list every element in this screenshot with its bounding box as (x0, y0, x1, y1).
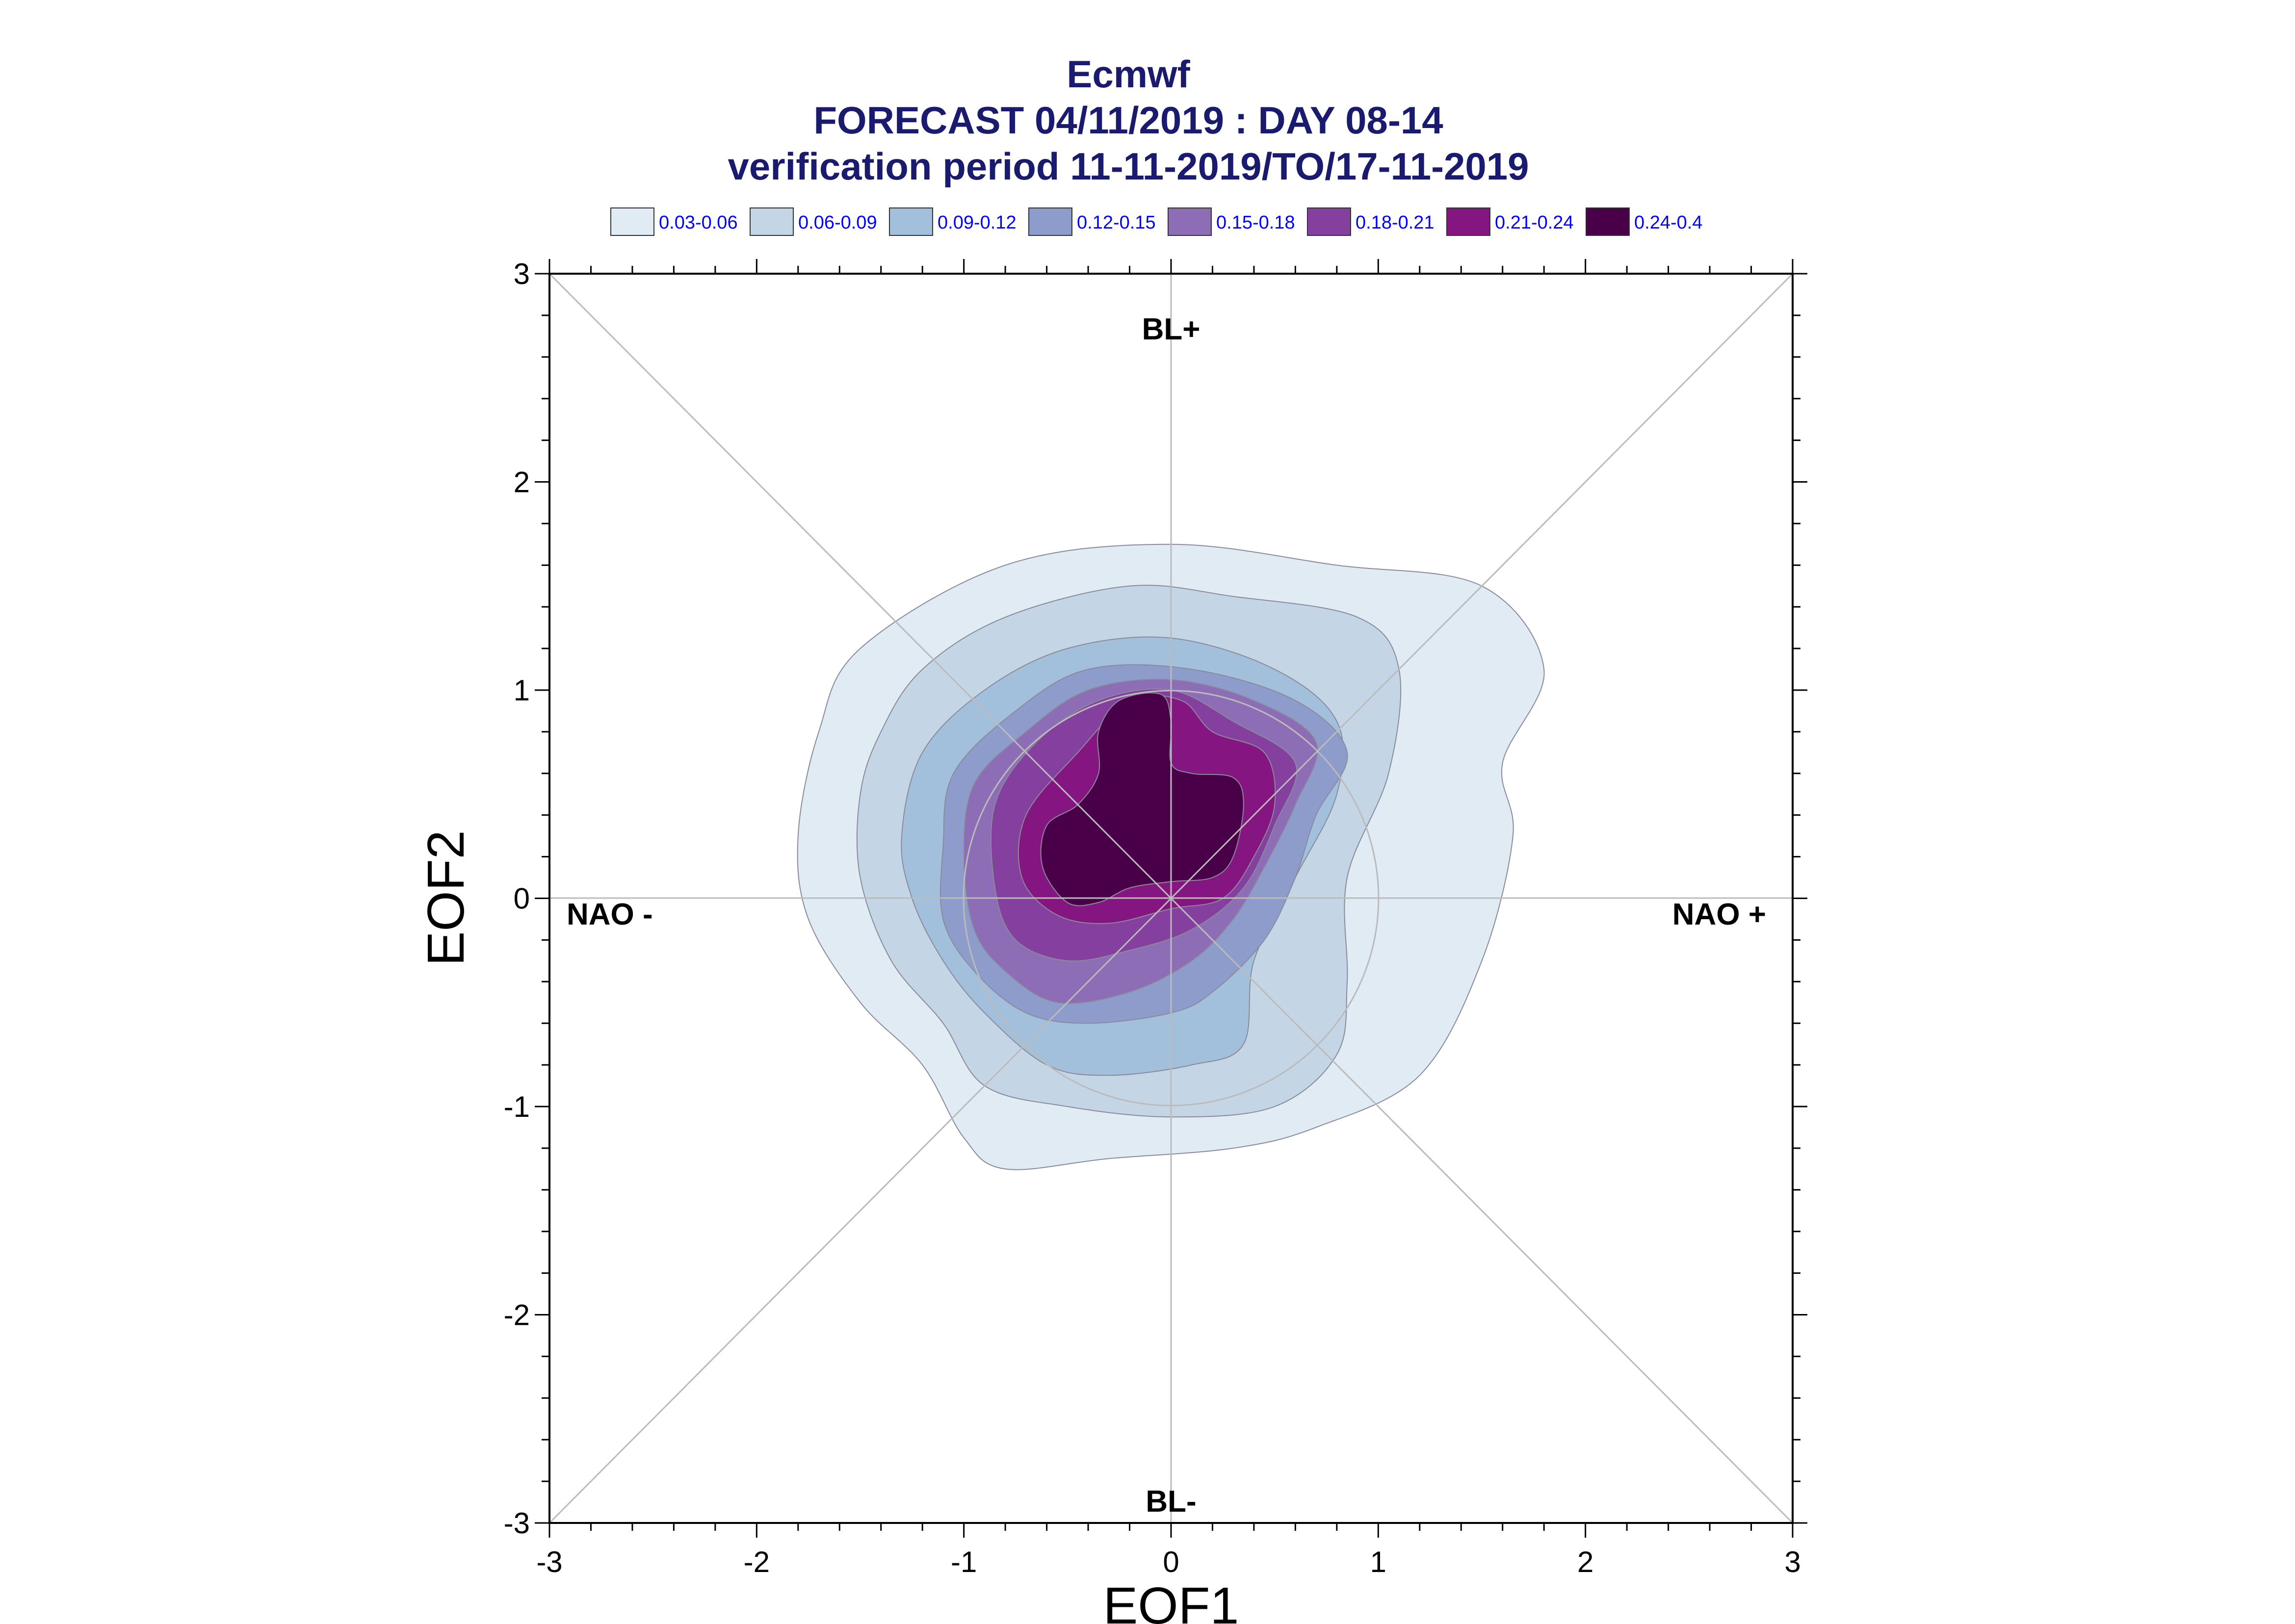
legend-swatch-1 (610, 207, 654, 236)
x-tick-label: 2 (1577, 1546, 1593, 1578)
legend-label-2: 0.06-0.09 (798, 212, 877, 233)
x-tick-label: -1 (951, 1546, 977, 1578)
legend-label-4: 0.12-0.15 (1077, 212, 1156, 233)
region-labels: BL+ BL- NAO - NAO + (567, 312, 1766, 1519)
unit-circle (963, 690, 1380, 1107)
axes: -3 -2 -1 0 1 2 3 -3 -2 -1 0 1 2 3 (504, 258, 1807, 1578)
legend-label-5: 0.15-0.18 (1216, 212, 1295, 233)
title-line-1: Ecmwf (1067, 52, 1190, 96)
x-tick-label: -3 (536, 1546, 562, 1578)
region-label-right: NAO + (1672, 898, 1766, 931)
title-line-2: FORECAST 04/11/2019 : DAY 08-14 (813, 99, 1443, 142)
y-tick-label: 3 (514, 258, 530, 290)
legend-swatch-4 (1028, 207, 1072, 236)
region-label-top: BL+ (1142, 312, 1200, 346)
legend-label-1: 0.03-0.06 (659, 212, 738, 233)
y-tick-label: 0 (514, 882, 530, 915)
region-label-left: NAO - (567, 898, 653, 931)
contour-level-8 (1040, 692, 1244, 906)
x-tick-label: 0 (1163, 1546, 1179, 1578)
title-line-3: verification period 11-11-2019/TO/17-11-… (728, 145, 1529, 188)
legend: 0.03-0.06 0.06-0.09 0.09-0.12 0.12-0.15 0.15… (610, 207, 1702, 236)
legend-label-7: 0.21-0.24 (1495, 212, 1574, 233)
legend-swatch-7 (1446, 207, 1490, 236)
legend-label-3: 0.09-0.12 (938, 212, 1017, 233)
legend-swatch-5 (1168, 207, 1212, 236)
x-tick-label: 1 (1370, 1546, 1386, 1578)
legend-swatch-8 (1586, 207, 1630, 236)
reference-lines (548, 273, 1794, 1524)
legend-label-6: 0.18-0.21 (1356, 212, 1434, 233)
y-tick-label: 1 (514, 674, 530, 707)
y-tick-label: -1 (504, 1090, 530, 1123)
legend-swatch-3 (889, 207, 933, 236)
x-tick-label: 3 (1784, 1546, 1800, 1578)
y-axis-label: EOF2 (417, 830, 475, 966)
x-tick-label: -2 (744, 1546, 770, 1578)
y-tick-label: -2 (504, 1299, 530, 1332)
legend-label-8: 0.24-0.4 (1634, 212, 1702, 233)
legend-swatch-6 (1307, 207, 1351, 236)
y-tick-label: 2 (514, 466, 530, 499)
legend-swatch-2 (750, 207, 794, 236)
title-block: Ecmwf FORECAST 04/11/2019 : DAY 08-14 ve… (728, 52, 1529, 188)
y-tick-label: -3 (504, 1507, 530, 1540)
x-axis-label: EOF1 (1103, 1577, 1239, 1624)
region-label-bottom: BL- (1146, 1485, 1196, 1519)
